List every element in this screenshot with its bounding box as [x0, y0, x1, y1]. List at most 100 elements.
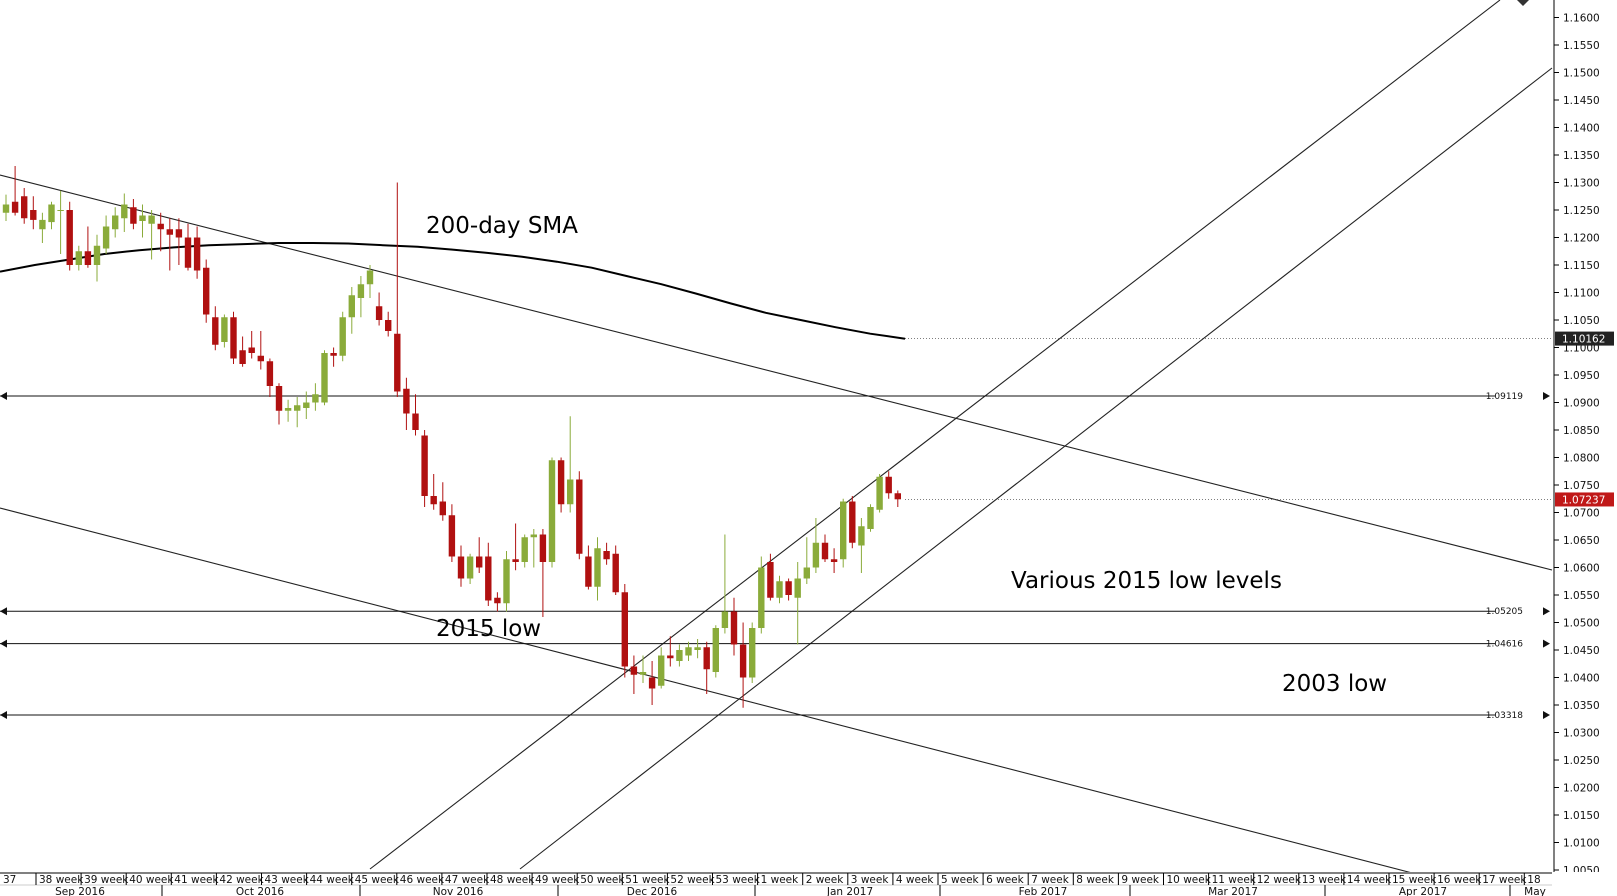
week-label: 7 week: [1031, 874, 1070, 886]
candle-body: [39, 219, 46, 230]
candle: [758, 556, 765, 634]
month-label: Feb 2017: [1019, 886, 1068, 896]
candle: [858, 518, 865, 573]
price-marker-label: 1.10162: [1562, 334, 1605, 346]
candle-body: [203, 267, 210, 315]
level-label: 1.09119: [1486, 392, 1523, 402]
candle-body: [503, 559, 510, 604]
candle: [2, 194, 10, 221]
annotation-label: 2003 low: [1282, 671, 1387, 697]
candle-body: [894, 493, 901, 500]
candle-body: [466, 556, 474, 579]
price-tick-label: 1.0650: [1563, 535, 1600, 547]
candle: [439, 482, 446, 521]
level-label: 1.03318: [1486, 711, 1523, 721]
candle: [357, 276, 365, 318]
candle-body: [93, 245, 101, 265]
candle-body: [166, 229, 173, 235]
price-tick-label: 1.1100: [1563, 288, 1600, 300]
candle-body: [730, 611, 738, 645]
price-tick-label: 1.1350: [1563, 150, 1600, 162]
candle: [184, 223, 192, 271]
candle: [212, 306, 219, 351]
candle: [284, 399, 292, 422]
candle: [366, 265, 374, 298]
trend-line: [519, 67, 1553, 870]
candle-body: [648, 677, 656, 689]
candle: [21, 188, 28, 224]
candle-body: [630, 666, 638, 675]
candle-body: [476, 556, 483, 568]
candle-body: [658, 655, 665, 686]
horizontal-levels: 1.09119 1.05205 1.04616 1.03318: [0, 338, 1552, 721]
week-label: 53 week: [716, 874, 761, 886]
candle-body: [821, 542, 829, 560]
candle-body: [48, 204, 55, 223]
candle-body: [721, 611, 729, 628]
candle-body: [2, 204, 10, 213]
candle-body: [585, 556, 592, 587]
candle: [130, 199, 137, 230]
week-label: 16 week: [1437, 874, 1482, 886]
candle-body: [385, 320, 392, 331]
week-label: 46 week: [400, 874, 445, 886]
candle: [703, 641, 710, 694]
annotation-label: 200-day SMA: [426, 213, 578, 239]
candle-body: [430, 496, 437, 505]
price-tick-label: 1.0200: [1563, 783, 1600, 795]
candle: [530, 529, 537, 568]
candle-body: [712, 628, 719, 672]
price-tick-label: 1.0450: [1563, 645, 1600, 657]
candle-body: [776, 581, 783, 598]
candle: [457, 545, 465, 587]
candle: [639, 655, 647, 683]
candle: [175, 218, 183, 265]
candle: [776, 575, 783, 604]
candle-body: [676, 650, 683, 661]
price-marker-label: 1.07237: [1562, 494, 1605, 506]
candle-body: [603, 551, 610, 560]
week-label: 1 week: [761, 874, 800, 886]
price-tick-label: 1.0400: [1563, 673, 1600, 685]
week-label: 50 week: [580, 874, 625, 886]
price-tick-label: 1.0500: [1563, 618, 1600, 630]
candle-body: [339, 317, 346, 356]
week-label: 9 week: [1121, 874, 1160, 886]
candle-body: [421, 435, 428, 496]
candle-body: [803, 567, 810, 579]
candle-body: [403, 388, 410, 414]
week-label: 39 week: [84, 874, 129, 886]
candle: [730, 597, 738, 656]
candle: [685, 641, 692, 661]
candle-body: [57, 210, 64, 211]
level-label: 1.05205: [1486, 607, 1523, 617]
price-tick-label: 1.0950: [1563, 370, 1600, 382]
candle: [603, 542, 610, 565]
price-tick-label: 1.1300: [1563, 178, 1600, 190]
price-tick-label: 1.0900: [1563, 398, 1600, 410]
trend-line: [369, 0, 1501, 870]
candle: [203, 259, 210, 323]
candle-body: [121, 204, 128, 219]
candle: [667, 636, 674, 667]
week-label: 6 week: [986, 874, 1025, 886]
candle: [48, 201, 55, 230]
week-label: 14 week: [1347, 874, 1392, 886]
candle: [648, 661, 656, 705]
month-label: Nov 2016: [433, 886, 484, 896]
candle-body: [639, 672, 647, 675]
candle-body: [567, 479, 574, 505]
level-label: 1.04616: [1486, 640, 1523, 650]
candle-body: [739, 644, 747, 678]
candle: [785, 578, 792, 601]
candle: [148, 210, 155, 260]
candle-body: [548, 460, 556, 562]
trend-line: [0, 507, 1421, 876]
week-label: 43 week: [265, 874, 310, 886]
candle: [348, 287, 355, 334]
candle: [821, 534, 829, 562]
candle: [239, 336, 246, 367]
price-marker-box: [1555, 331, 1614, 346]
candle: [712, 625, 719, 678]
time-axis: 37 38 week 39 week 40 week 41 week 42 week 43 …: [0, 872, 1617, 896]
